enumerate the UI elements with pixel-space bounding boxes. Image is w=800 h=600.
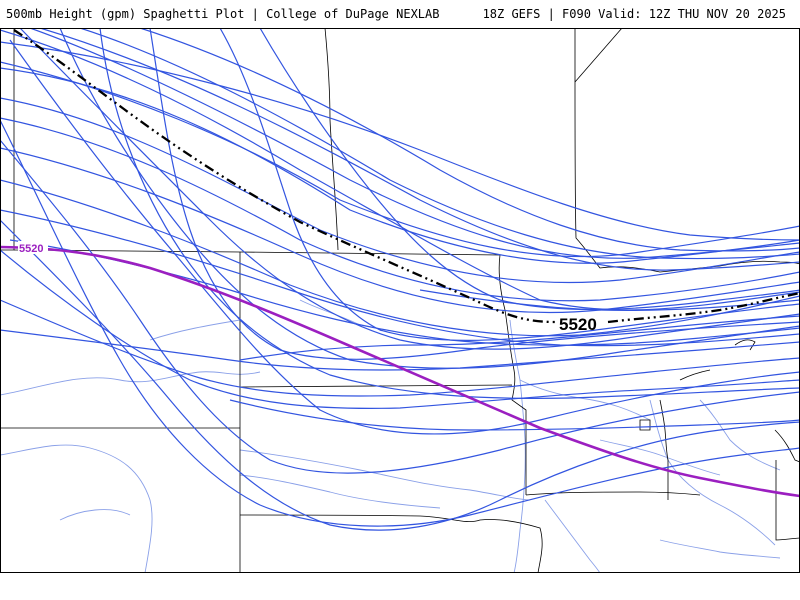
ensemble-member-contours: [0, 28, 800, 531]
plot-title: 500mb Height (gpm) Spaghetti Plot | Coll…: [6, 7, 440, 21]
header-bar: 500mb Height (gpm) Spaghetti Plot | Coll…: [0, 0, 800, 28]
mean-contour-label: 5520: [559, 315, 597, 334]
valid-time: 18Z GEFS | F090 Valid: 12Z THU NOV 20 20…: [482, 7, 786, 21]
control-run-contour: 5520: [0, 241, 800, 498]
ensemble-mean-contour: 5520: [13, 29, 800, 334]
control-contour-label: 5520: [19, 243, 43, 255]
